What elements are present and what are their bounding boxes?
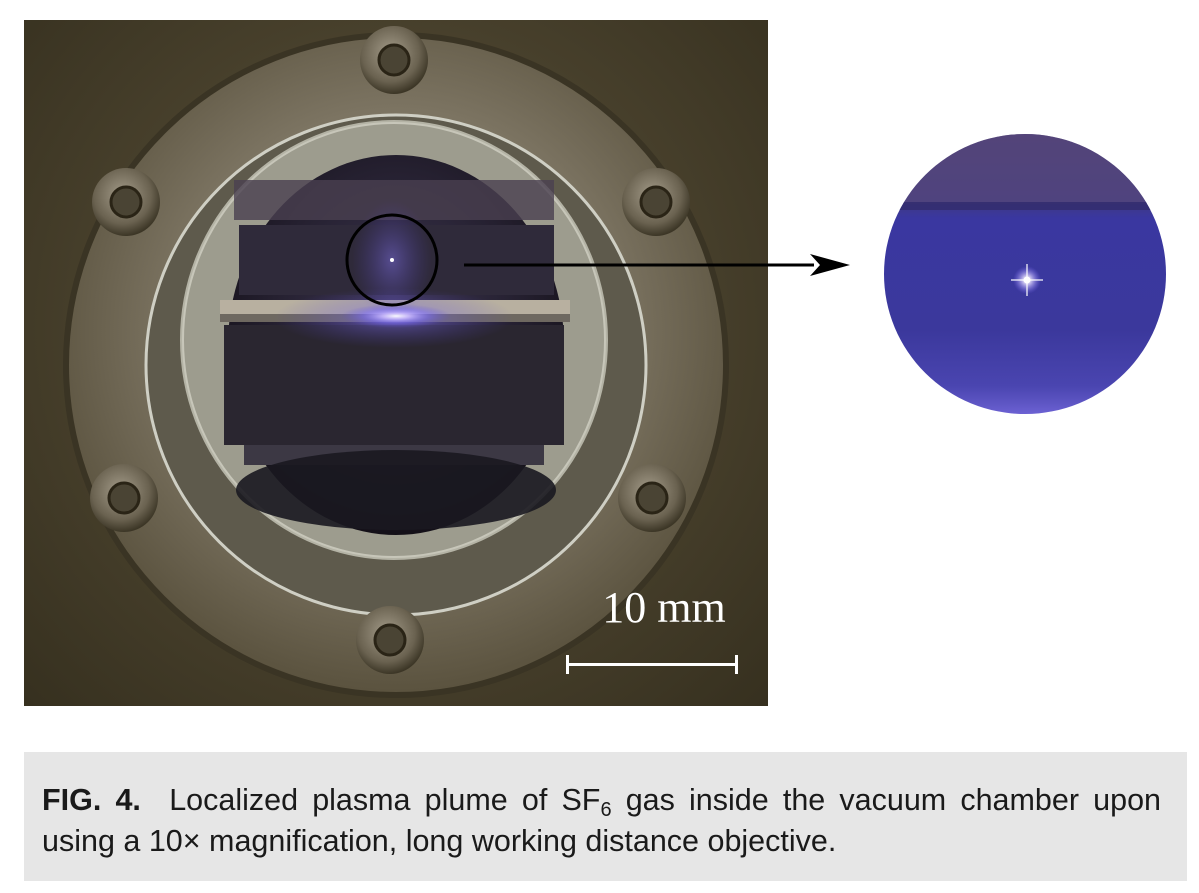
flange-bolt [356, 606, 424, 674]
chamber-illustration [63, 26, 729, 698]
scale-bar-label: 10 mm [602, 583, 726, 632]
magnified-inset [884, 134, 1166, 414]
caption-text-part1: Localized plasma plume of SF [169, 783, 601, 817]
figure-caption: FIG. 4. Localized plasma plume of SF6 ga… [24, 752, 1187, 881]
inset-illustration [884, 134, 1166, 414]
flange-bolt [360, 26, 428, 94]
magnification-arrow [464, 254, 850, 276]
plasma-focus-point [390, 258, 394, 262]
caption-subscript: 6 [600, 799, 612, 821]
flange-bolt [618, 464, 686, 532]
plasma-marker-circle [345, 213, 439, 307]
figure-label: FIG. 4. [42, 783, 141, 817]
flange-bolt [622, 168, 690, 236]
flange-bolt [90, 464, 158, 532]
scale-bar [566, 655, 738, 674]
caption-text-part2: gas inside the vacuum chamber upon using… [42, 783, 1161, 858]
flange-bolt [92, 168, 160, 236]
vacuum-chamber-photo: 10 mm [24, 20, 768, 706]
